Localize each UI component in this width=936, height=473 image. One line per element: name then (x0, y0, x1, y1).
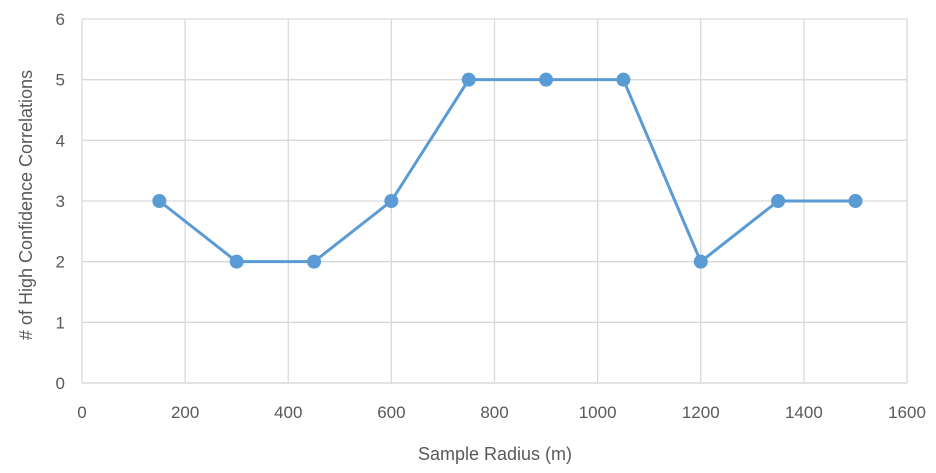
x-tick-label: 0 (77, 403, 86, 422)
y-axis-title: # of High Confidence Correlations (16, 70, 36, 340)
x-axis-title: Sample Radius (m) (418, 444, 572, 464)
data-point (384, 194, 399, 208)
data-point (461, 72, 476, 87)
y-tick-label: 6 (56, 10, 65, 29)
data-point (848, 194, 863, 208)
x-tick-label: 1400 (785, 403, 823, 422)
y-tick-label: 1 (56, 313, 65, 332)
tick-labels: 0 200 400 600 800 1000 1200 1400 1600 0 1 2 3 4 5 6 (56, 10, 926, 422)
y-tick-label: 3 (56, 192, 65, 211)
data-point (307, 254, 322, 269)
data-point (229, 254, 244, 269)
data-point (539, 72, 554, 87)
x-tick-label: 1600 (888, 403, 926, 422)
x-tick-label: 600 (377, 403, 405, 422)
y-tick-label: 4 (56, 131, 65, 150)
axes (81, 19, 907, 384)
series-group (152, 72, 863, 269)
x-tick-label: 400 (274, 403, 302, 422)
data-point (693, 254, 708, 269)
data-point (771, 194, 786, 208)
series-line (157, 78, 857, 264)
data-point (152, 194, 167, 208)
y-tick-label: 0 (56, 374, 65, 393)
x-tick-label: 1000 (579, 403, 617, 422)
x-tick-label: 1200 (682, 403, 720, 422)
x-tick-label: 200 (171, 403, 199, 422)
y-tick-label: 2 (56, 253, 65, 272)
y-tick-label: 5 (56, 71, 65, 90)
data-point (616, 72, 631, 87)
x-tick-label: 800 (480, 403, 508, 422)
